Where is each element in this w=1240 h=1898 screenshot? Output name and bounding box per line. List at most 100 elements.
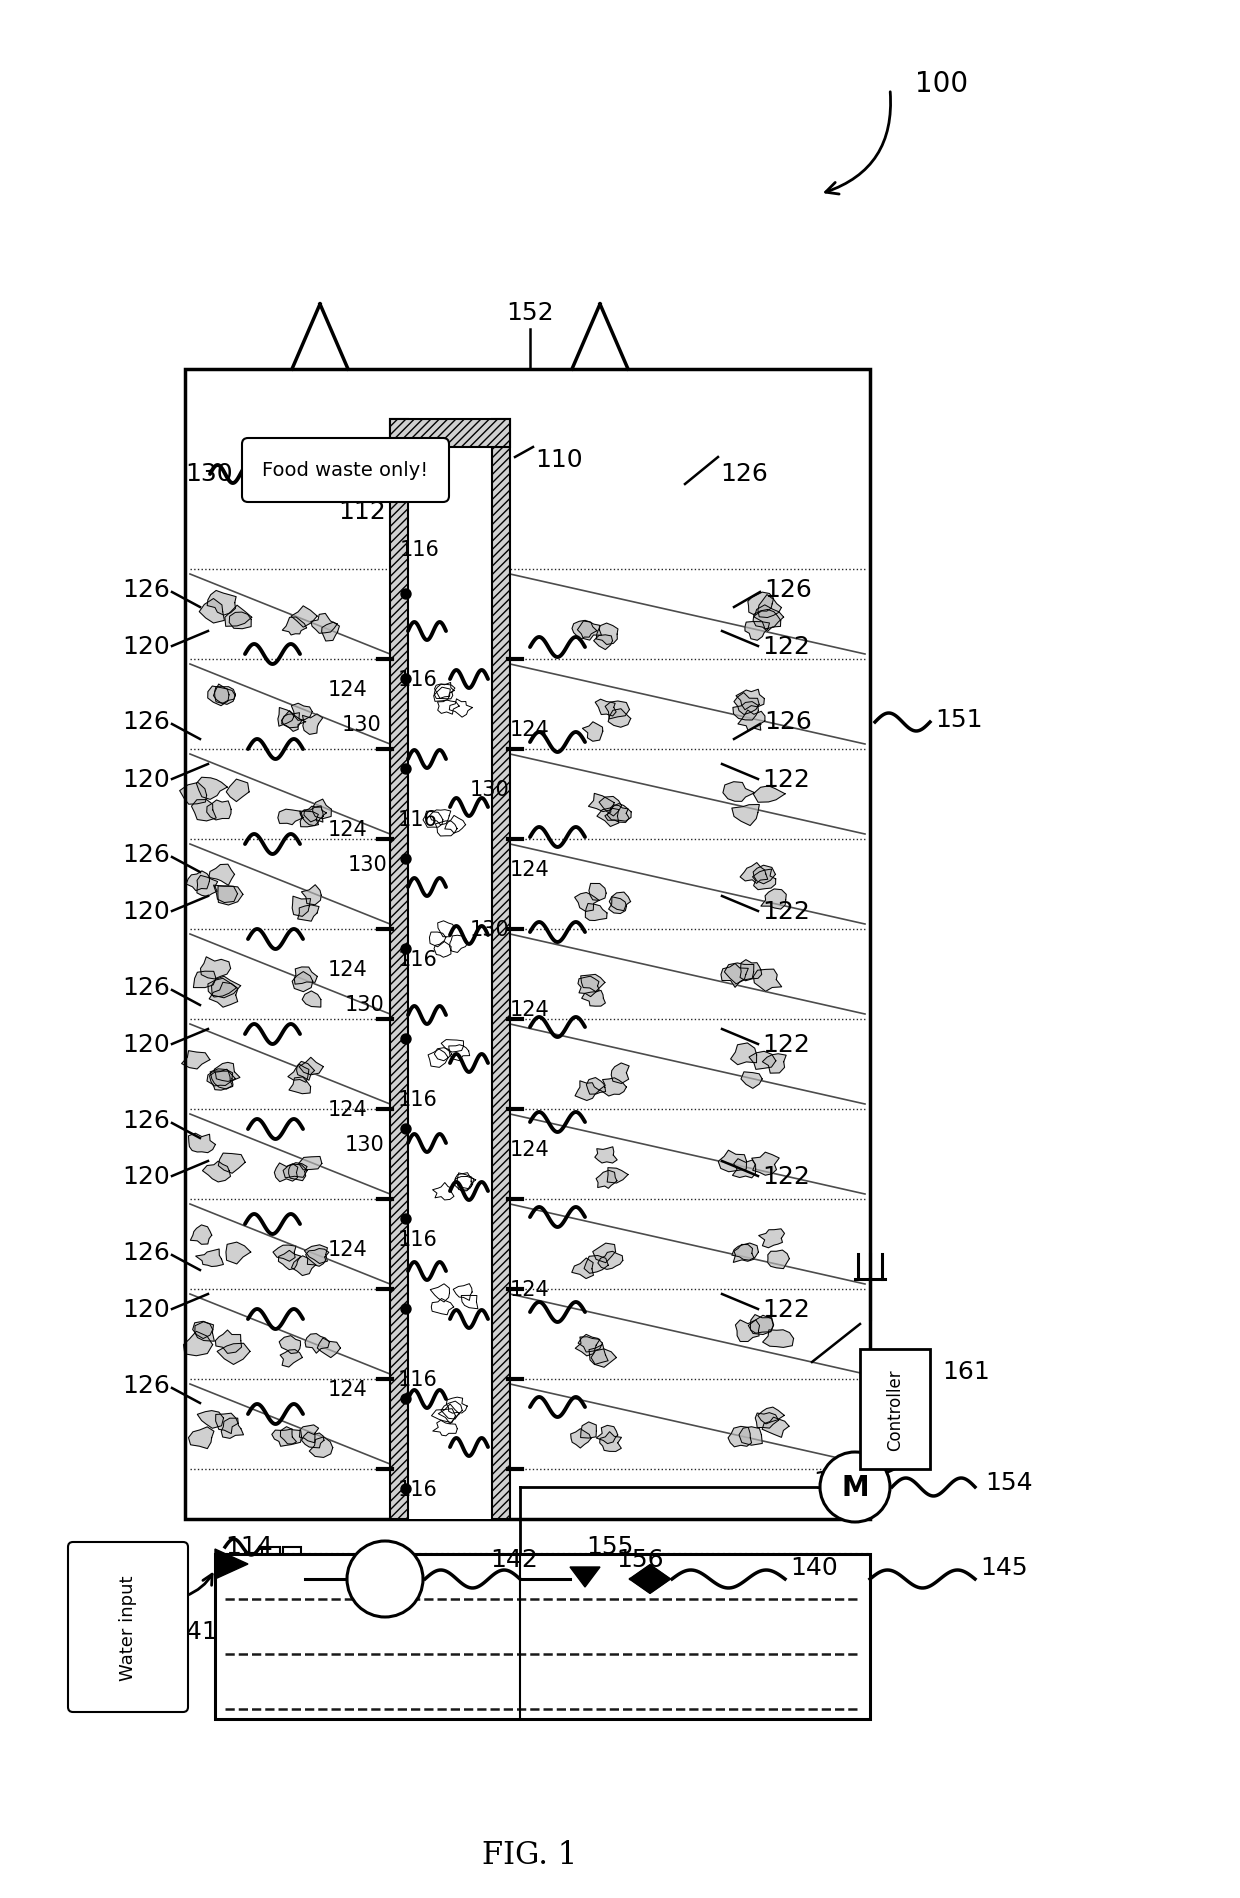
Polygon shape <box>742 1072 763 1089</box>
Polygon shape <box>438 1405 459 1424</box>
Polygon shape <box>304 1245 327 1264</box>
Polygon shape <box>595 1146 618 1163</box>
Polygon shape <box>750 1315 774 1334</box>
Polygon shape <box>304 807 326 822</box>
Polygon shape <box>216 1330 242 1353</box>
Polygon shape <box>278 810 303 826</box>
Polygon shape <box>759 1230 785 1249</box>
Polygon shape <box>572 621 596 642</box>
Polygon shape <box>589 884 606 902</box>
Text: 126: 126 <box>720 461 768 486</box>
Circle shape <box>347 1541 423 1617</box>
Polygon shape <box>195 1323 215 1342</box>
Polygon shape <box>197 875 218 898</box>
Polygon shape <box>611 1063 629 1084</box>
Polygon shape <box>435 822 458 837</box>
Polygon shape <box>207 590 236 615</box>
Polygon shape <box>299 1158 322 1171</box>
Polygon shape <box>434 941 451 958</box>
Polygon shape <box>438 921 454 938</box>
Polygon shape <box>434 683 454 698</box>
Text: 124: 124 <box>510 1279 549 1300</box>
Polygon shape <box>454 1177 474 1192</box>
Polygon shape <box>446 1397 467 1414</box>
Text: 120: 120 <box>123 767 170 791</box>
Polygon shape <box>279 1251 300 1270</box>
Polygon shape <box>279 1336 300 1353</box>
Polygon shape <box>580 976 605 993</box>
Polygon shape <box>583 723 603 742</box>
Polygon shape <box>305 1334 330 1353</box>
Polygon shape <box>761 890 786 909</box>
Polygon shape <box>272 1429 296 1446</box>
Polygon shape <box>755 1412 779 1429</box>
Text: 156: 156 <box>616 1547 663 1572</box>
Polygon shape <box>593 1243 615 1262</box>
Polygon shape <box>733 1245 754 1262</box>
Polygon shape <box>186 871 210 892</box>
Text: 124: 124 <box>329 960 368 979</box>
Polygon shape <box>300 812 319 828</box>
Polygon shape <box>210 1070 236 1086</box>
Circle shape <box>401 1484 410 1494</box>
Polygon shape <box>449 700 472 717</box>
Polygon shape <box>595 700 616 717</box>
Text: Water input: Water input <box>119 1575 136 1680</box>
Text: 126: 126 <box>764 577 812 602</box>
Text: 120: 120 <box>123 1163 170 1188</box>
Text: 124: 124 <box>329 679 368 700</box>
Polygon shape <box>312 799 331 820</box>
Polygon shape <box>723 782 755 803</box>
Text: 112: 112 <box>339 499 386 524</box>
Polygon shape <box>591 1349 616 1368</box>
Polygon shape <box>598 1251 622 1270</box>
Polygon shape <box>180 784 207 805</box>
Text: 124: 124 <box>510 719 549 740</box>
Polygon shape <box>289 1078 310 1093</box>
Circle shape <box>401 1395 410 1405</box>
Text: FIG. 1: FIG. 1 <box>482 1839 578 1870</box>
Text: 116: 116 <box>398 1479 438 1499</box>
Circle shape <box>401 765 410 774</box>
Polygon shape <box>229 613 252 630</box>
Polygon shape <box>584 1256 609 1274</box>
Polygon shape <box>605 702 630 719</box>
Circle shape <box>820 1452 890 1522</box>
Polygon shape <box>216 1414 238 1433</box>
Polygon shape <box>224 605 252 626</box>
Polygon shape <box>599 797 621 816</box>
Text: 126: 126 <box>764 710 812 735</box>
Polygon shape <box>455 1173 476 1188</box>
Text: 122: 122 <box>763 634 810 659</box>
Text: 130: 130 <box>342 716 382 735</box>
Circle shape <box>401 1124 410 1135</box>
Text: 120: 120 <box>123 1033 170 1057</box>
Polygon shape <box>210 983 238 1008</box>
Polygon shape <box>432 1408 455 1424</box>
Polygon shape <box>291 607 317 628</box>
Text: 140: 140 <box>790 1554 838 1579</box>
Text: 130: 130 <box>345 1135 384 1154</box>
Polygon shape <box>594 636 613 651</box>
Polygon shape <box>289 1163 308 1181</box>
Polygon shape <box>768 1251 790 1270</box>
Polygon shape <box>754 970 781 993</box>
Polygon shape <box>608 805 631 822</box>
Polygon shape <box>281 714 305 733</box>
Polygon shape <box>201 957 231 979</box>
Polygon shape <box>429 932 446 947</box>
Polygon shape <box>600 1431 621 1452</box>
Polygon shape <box>196 778 227 799</box>
Text: 145: 145 <box>980 1554 1028 1579</box>
Polygon shape <box>432 1298 454 1315</box>
Polygon shape <box>434 687 450 702</box>
Polygon shape <box>596 1171 618 1188</box>
Polygon shape <box>207 801 231 820</box>
Polygon shape <box>291 1256 316 1275</box>
Polygon shape <box>441 1401 463 1420</box>
Text: 122: 122 <box>763 900 810 924</box>
Polygon shape <box>748 1315 774 1334</box>
Polygon shape <box>301 1433 324 1448</box>
Text: 116: 116 <box>398 670 438 689</box>
Polygon shape <box>215 1549 248 1579</box>
